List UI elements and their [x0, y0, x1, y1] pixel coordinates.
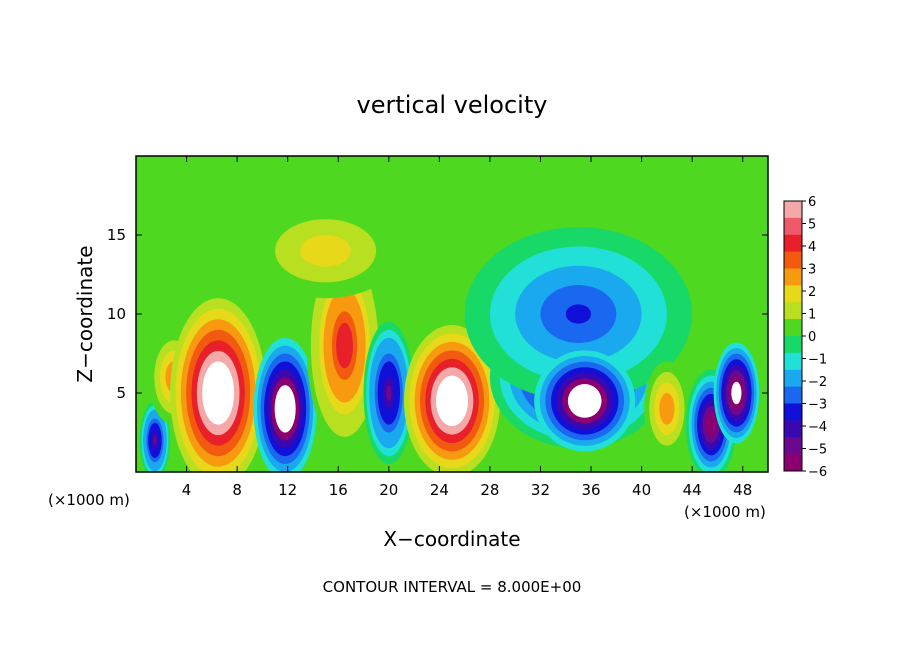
x-tick-label-8: 8 [232, 481, 242, 499]
x-tick-label-36: 36 [581, 481, 600, 499]
colorbar-swatch-3 [784, 251, 802, 269]
x-tick-label-20: 20 [379, 481, 398, 499]
velocity-cell-6-level-9 [446, 392, 458, 410]
velocity-cell-10-level-9 [664, 403, 670, 415]
colorbar-label-5: 1 [808, 308, 816, 323]
x-tick-label-4: 4 [182, 481, 192, 499]
colorbar-label-3: 3 [808, 263, 816, 278]
x-tick-label-28: 28 [480, 481, 499, 499]
velocity-cell-5 [363, 321, 415, 465]
velocity-cell-11-level-9 [708, 418, 714, 431]
velocity-cell-9-level-9 [579, 395, 591, 407]
velocity-cell-2-level-9 [212, 382, 224, 404]
x-tick-label-12: 12 [278, 481, 297, 499]
x-tick-label-16: 16 [329, 481, 348, 499]
colorbar-label-6: 0 [808, 330, 816, 345]
colorbar-label-11: −5 [808, 443, 827, 458]
x-axis: 4 8 12 16 20 24 28 32 36 40 44 48 [182, 156, 752, 499]
colorbar-label-8: −2 [808, 375, 827, 390]
velocity-cell-3 [253, 337, 317, 472]
colorbar-swatch-4 [784, 268, 802, 286]
colorbar-swatch-8 [784, 336, 802, 354]
velocity-cell-2 [170, 298, 267, 472]
colorbar-label-12: −6 [808, 465, 827, 480]
colorbar-swatch-11 [784, 386, 802, 404]
colorbar-swatch-2 [784, 234, 802, 253]
colorbar-swatch-6 [784, 302, 802, 320]
colorbar-swatch-15 [784, 454, 802, 472]
velocity-cell-5-level-9 [385, 385, 392, 401]
y-tick-label-10: 10 [107, 305, 126, 323]
colorbar-swatch-7 [784, 319, 802, 337]
plot-area [135, 155, 769, 473]
x-tick-label-24: 24 [430, 481, 449, 499]
velocity-cell-8-level-9 [565, 304, 592, 324]
colorbar-label-10: −4 [808, 420, 827, 435]
colorbar-swatch-1 [784, 217, 802, 236]
colorbar-label-1: 5 [808, 218, 816, 233]
chart-title: vertical velocity [357, 91, 548, 119]
velocity-cell-0-level-9 [153, 436, 157, 445]
velocity-cell-3-level-9 [281, 400, 289, 417]
colorbar-label-0: 6 [808, 195, 816, 210]
colorbar-label-7: −1 [808, 353, 827, 368]
velocity-cell-13-level-9 [317, 245, 335, 257]
velocity-cell-4 [306, 242, 383, 449]
velocity-cell-10 [644, 361, 690, 457]
velocity-cell-0 [139, 400, 171, 472]
colorbar-label-4: 2 [808, 285, 816, 300]
x-tick-label-44: 44 [683, 481, 702, 499]
velocity-cell-12-level-9 [733, 387, 739, 399]
y-axis: 5 10 15 [107, 226, 768, 402]
velocity-field [139, 203, 760, 472]
x-tick-label-40: 40 [632, 481, 651, 499]
colorbar-swatch-5 [784, 285, 802, 303]
colorbar-swatch-10 [784, 369, 802, 388]
y-tick-label-15: 15 [107, 226, 126, 244]
colorbar-swatch-14 [784, 437, 802, 455]
x-axis-label: X−coordinate [383, 527, 520, 551]
velocity-cell-9 [534, 350, 636, 452]
colorbar-label-2: 4 [808, 240, 816, 255]
x-tick-label-48: 48 [733, 481, 752, 499]
velocity-cell-6 [403, 325, 501, 472]
colorbar-swatch-12 [784, 403, 802, 421]
velocity-cell-13 [249, 203, 402, 299]
contour-interval-footer: CONTOUR INTERVAL = 8.000E+00 [323, 578, 582, 596]
velocity-cell-8 [464, 227, 693, 401]
colorbar-swatch-13 [784, 420, 802, 438]
x-unit-label-right: (×1000 m) [684, 503, 766, 521]
colorbar-swatch-0 [784, 201, 802, 219]
y-axis-label: Z−coordinate [73, 245, 97, 382]
velocity-cell-12 [713, 342, 760, 444]
colorbar: 6 5 4 3 2 1 0 −1 −2 −3 −4 −5 −6 [783, 195, 827, 480]
x-tick-label-32: 32 [531, 481, 550, 499]
x-unit-label-left: (×1000 m) [48, 491, 130, 509]
velocity-cell-4-level-9 [340, 334, 349, 358]
y-tick-label-5: 5 [116, 384, 126, 402]
colorbar-label-9: −3 [808, 398, 827, 413]
colorbar-swatch-9 [784, 352, 802, 371]
